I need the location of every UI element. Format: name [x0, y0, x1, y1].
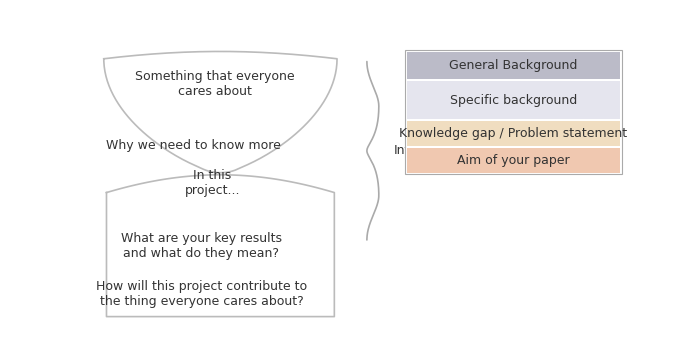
Text: Something that everyone
cares about: Something that everyone cares about	[135, 70, 295, 98]
Bar	[405, 50, 622, 174]
Text: Introduction: Introduction	[394, 144, 470, 157]
Text: Knowledge gap / Problem statement: Knowledge gap / Problem statement	[399, 127, 627, 140]
Bar	[407, 81, 620, 119]
Text: Specific background: Specific background	[449, 93, 577, 106]
Text: Why we need to know more: Why we need to know more	[106, 139, 281, 152]
Text: Aim of your paper: Aim of your paper	[457, 154, 570, 167]
Polygon shape	[106, 175, 335, 317]
Polygon shape	[104, 51, 337, 173]
Bar	[407, 51, 620, 79]
Bar	[407, 121, 620, 146]
Text: In this
project...: In this project...	[185, 169, 240, 197]
Text: General Background: General Background	[449, 59, 578, 72]
Text: What are your key results
and what do they mean?: What are your key results and what do th…	[121, 232, 282, 260]
Bar	[407, 148, 620, 173]
Text: How will this project contribute to
the thing everyone cares about?: How will this project contribute to the …	[96, 280, 307, 308]
